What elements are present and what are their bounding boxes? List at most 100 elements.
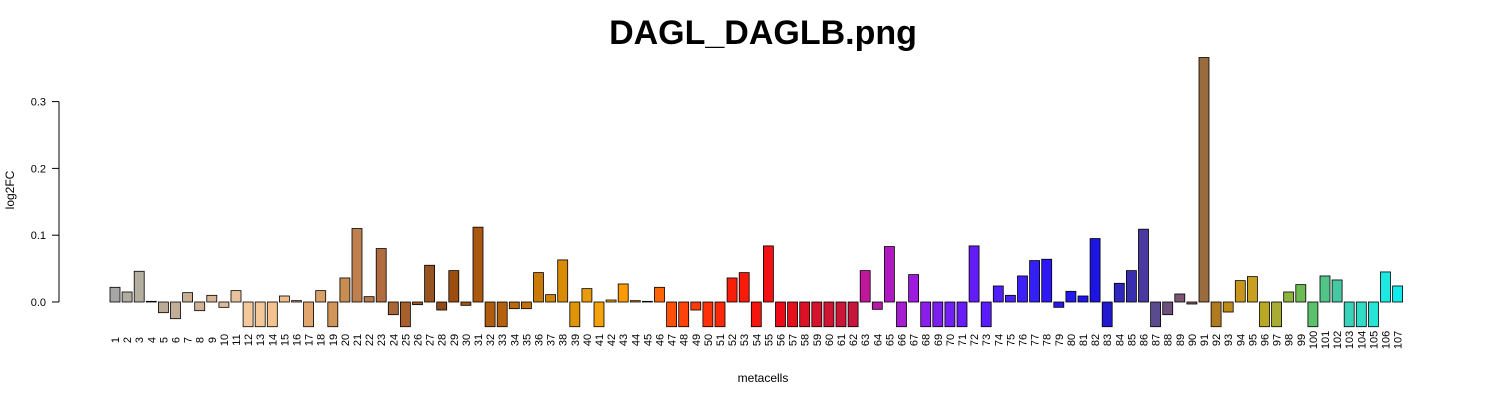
bar-93 [1222, 301, 1234, 313]
bar-45 [642, 300, 653, 303]
bar-29 [448, 270, 460, 303]
x-tick-label: 81 [1078, 334, 1090, 346]
x-tick-label: 52 [727, 334, 739, 346]
x-tick-label: 75 [1005, 334, 1017, 346]
bar-76 [1017, 275, 1028, 303]
x-tick-label: 14 [267, 334, 279, 346]
x-tick-label: 99 [1296, 334, 1308, 346]
bar-11 [230, 290, 242, 303]
bar-60 [823, 301, 835, 328]
bar-105 [1368, 301, 1379, 328]
x-tick-label: 42 [606, 334, 618, 346]
x-tick-label: 64 [872, 334, 884, 346]
bar-103 [1343, 301, 1355, 328]
x-tick-label: 100 [1308, 331, 1320, 349]
bar-106 [1380, 271, 1391, 303]
x-tick-label: 105 [1368, 331, 1380, 349]
x-tick-label: 22 [364, 334, 376, 346]
x-tick-label: 90 [1187, 334, 1199, 346]
bar-44 [629, 300, 641, 303]
x-tick-label: 65 [884, 334, 896, 346]
y-axis: 0.0 0.1 0.2 0.3 [31, 97, 60, 309]
bar-90 [1186, 301, 1198, 305]
bar-107 [1392, 285, 1403, 303]
bar-71 [956, 301, 968, 328]
x-tick-label: 37 [546, 334, 558, 346]
bar-1 [109, 286, 121, 303]
x-tick-label: 43 [618, 334, 630, 346]
x-tick-label: 107 [1393, 331, 1405, 349]
bar-23 [375, 248, 387, 303]
bar-73 [980, 301, 992, 328]
bar-91 [1198, 57, 1210, 303]
bar-22 [363, 296, 375, 303]
bar-80 [1065, 290, 1077, 303]
y-tick-label: 0.3 [31, 97, 46, 109]
bar-24 [387, 301, 399, 316]
x-tick-label: 39 [570, 334, 582, 346]
x-tick-label: 97 [1272, 334, 1284, 346]
x-tick-label: 66 [897, 334, 909, 346]
x-tick-label: 45 [642, 334, 654, 346]
x-tick-label: 94 [1235, 334, 1247, 346]
x-tick-label: 57 [788, 334, 800, 346]
bar-84 [1113, 282, 1125, 303]
x-tick-label: 53 [739, 334, 751, 346]
x-tick-label: 84 [1114, 334, 1126, 346]
bar-85 [1126, 270, 1137, 303]
bar-26 [412, 301, 423, 306]
bar-27 [424, 264, 436, 303]
x-tick-label: 98 [1284, 334, 1296, 346]
x-tick-label: 51 [715, 334, 727, 346]
bars [109, 57, 1403, 328]
bar-43 [617, 283, 629, 303]
bar-57 [787, 301, 798, 328]
x-tick-label: 11 [231, 334, 243, 345]
bar-56 [775, 301, 786, 328]
x-tick-label: 38 [558, 334, 570, 346]
x-tick-label: 47 [667, 334, 679, 346]
bar-16 [291, 300, 302, 303]
x-tick-label: 28 [437, 334, 449, 346]
x-tick-label: 30 [461, 334, 473, 346]
bar-15 [278, 295, 290, 303]
bar-33 [496, 301, 508, 328]
x-tick-label: 95 [1247, 334, 1259, 346]
x-tick-label: 34 [509, 334, 521, 346]
x-tick-label: 33 [497, 334, 509, 346]
bar-12 [242, 301, 254, 328]
bar-94 [1234, 280, 1246, 303]
x-tick-label: 13 [255, 334, 267, 346]
x-tick-label: 77 [1030, 334, 1042, 346]
x-tick-label: 101 [1320, 331, 1332, 349]
x-tick-label: 15 [279, 334, 291, 346]
x-tick-label: 85 [1126, 334, 1138, 346]
x-tick-label: 72 [969, 334, 981, 346]
bar-65 [884, 246, 895, 303]
x-tick-label: 70 [945, 334, 957, 346]
bar-50 [702, 301, 714, 328]
x-tick-label: 102 [1332, 331, 1344, 349]
x-tick-label: 96 [1260, 334, 1272, 346]
bar-100 [1307, 301, 1319, 328]
x-tick-label: 61 [836, 334, 848, 346]
x-tick-label: 58 [800, 334, 812, 346]
x-tick-label: 40 [582, 334, 594, 346]
bar-10 [218, 301, 230, 308]
bar-9 [206, 294, 218, 303]
x-tick-label: 48 [679, 334, 691, 346]
bar-13 [254, 301, 266, 328]
y-axis-label: log2FC [3, 170, 17, 209]
x-tick-label: 54 [751, 334, 763, 346]
bar-77 [1029, 260, 1040, 303]
bar-53 [738, 272, 750, 303]
x-tick-label: 88 [1163, 334, 1175, 346]
x-tick-label: 74 [993, 334, 1005, 346]
bar-101 [1319, 275, 1331, 303]
x-tick-label: 103 [1344, 331, 1356, 349]
x-tick-label: 69 [933, 334, 945, 346]
x-tick-label: 86 [1139, 334, 1151, 346]
bar-36 [533, 272, 544, 303]
bar-25 [399, 301, 411, 328]
x-tick-label: 18 [316, 334, 328, 346]
